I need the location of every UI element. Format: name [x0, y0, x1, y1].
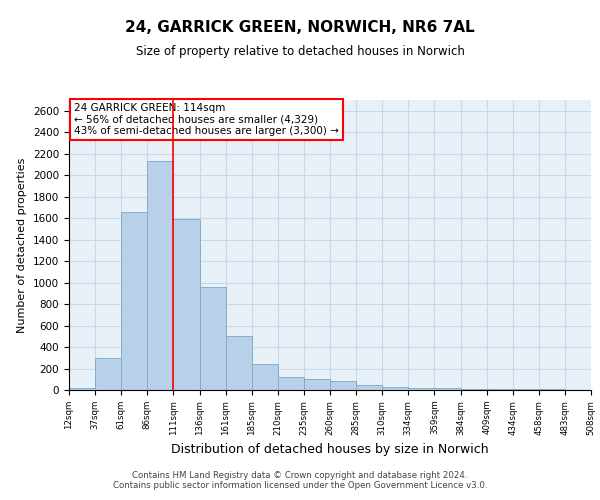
Bar [226, 336, 252, 390]
Text: 24 GARRICK GREEN: 114sqm
← 56% of detached houses are smaller (4,329)
43% of sem: 24 GARRICK GREEN: 114sqm ← 56% of detach… [74, 103, 339, 136]
Text: 24, GARRICK GREEN, NORWICH, NR6 7AL: 24, GARRICK GREEN, NORWICH, NR6 7AL [125, 20, 475, 35]
Bar [409, 388, 434, 390]
Bar [382, 388, 409, 390]
Text: Contains HM Land Registry data © Crown copyright and database right 2024.
Contai: Contains HM Land Registry data © Crown c… [113, 470, 487, 490]
Bar [487, 389, 513, 390]
Bar [121, 212, 148, 390]
Bar [356, 385, 382, 390]
Bar [148, 161, 173, 390]
Text: Size of property relative to detached houses in Norwich: Size of property relative to detached ho… [136, 45, 464, 58]
Bar [434, 388, 461, 390]
Bar [199, 287, 226, 390]
Bar [173, 219, 199, 390]
Bar [252, 364, 278, 390]
Bar [539, 389, 565, 390]
Bar [304, 380, 330, 390]
Y-axis label: Number of detached properties: Number of detached properties [17, 158, 28, 332]
Bar [330, 381, 356, 390]
X-axis label: Distribution of detached houses by size in Norwich: Distribution of detached houses by size … [171, 443, 489, 456]
Bar [278, 377, 304, 390]
Bar [461, 389, 487, 390]
Bar [95, 358, 121, 390]
Bar [69, 388, 95, 390]
